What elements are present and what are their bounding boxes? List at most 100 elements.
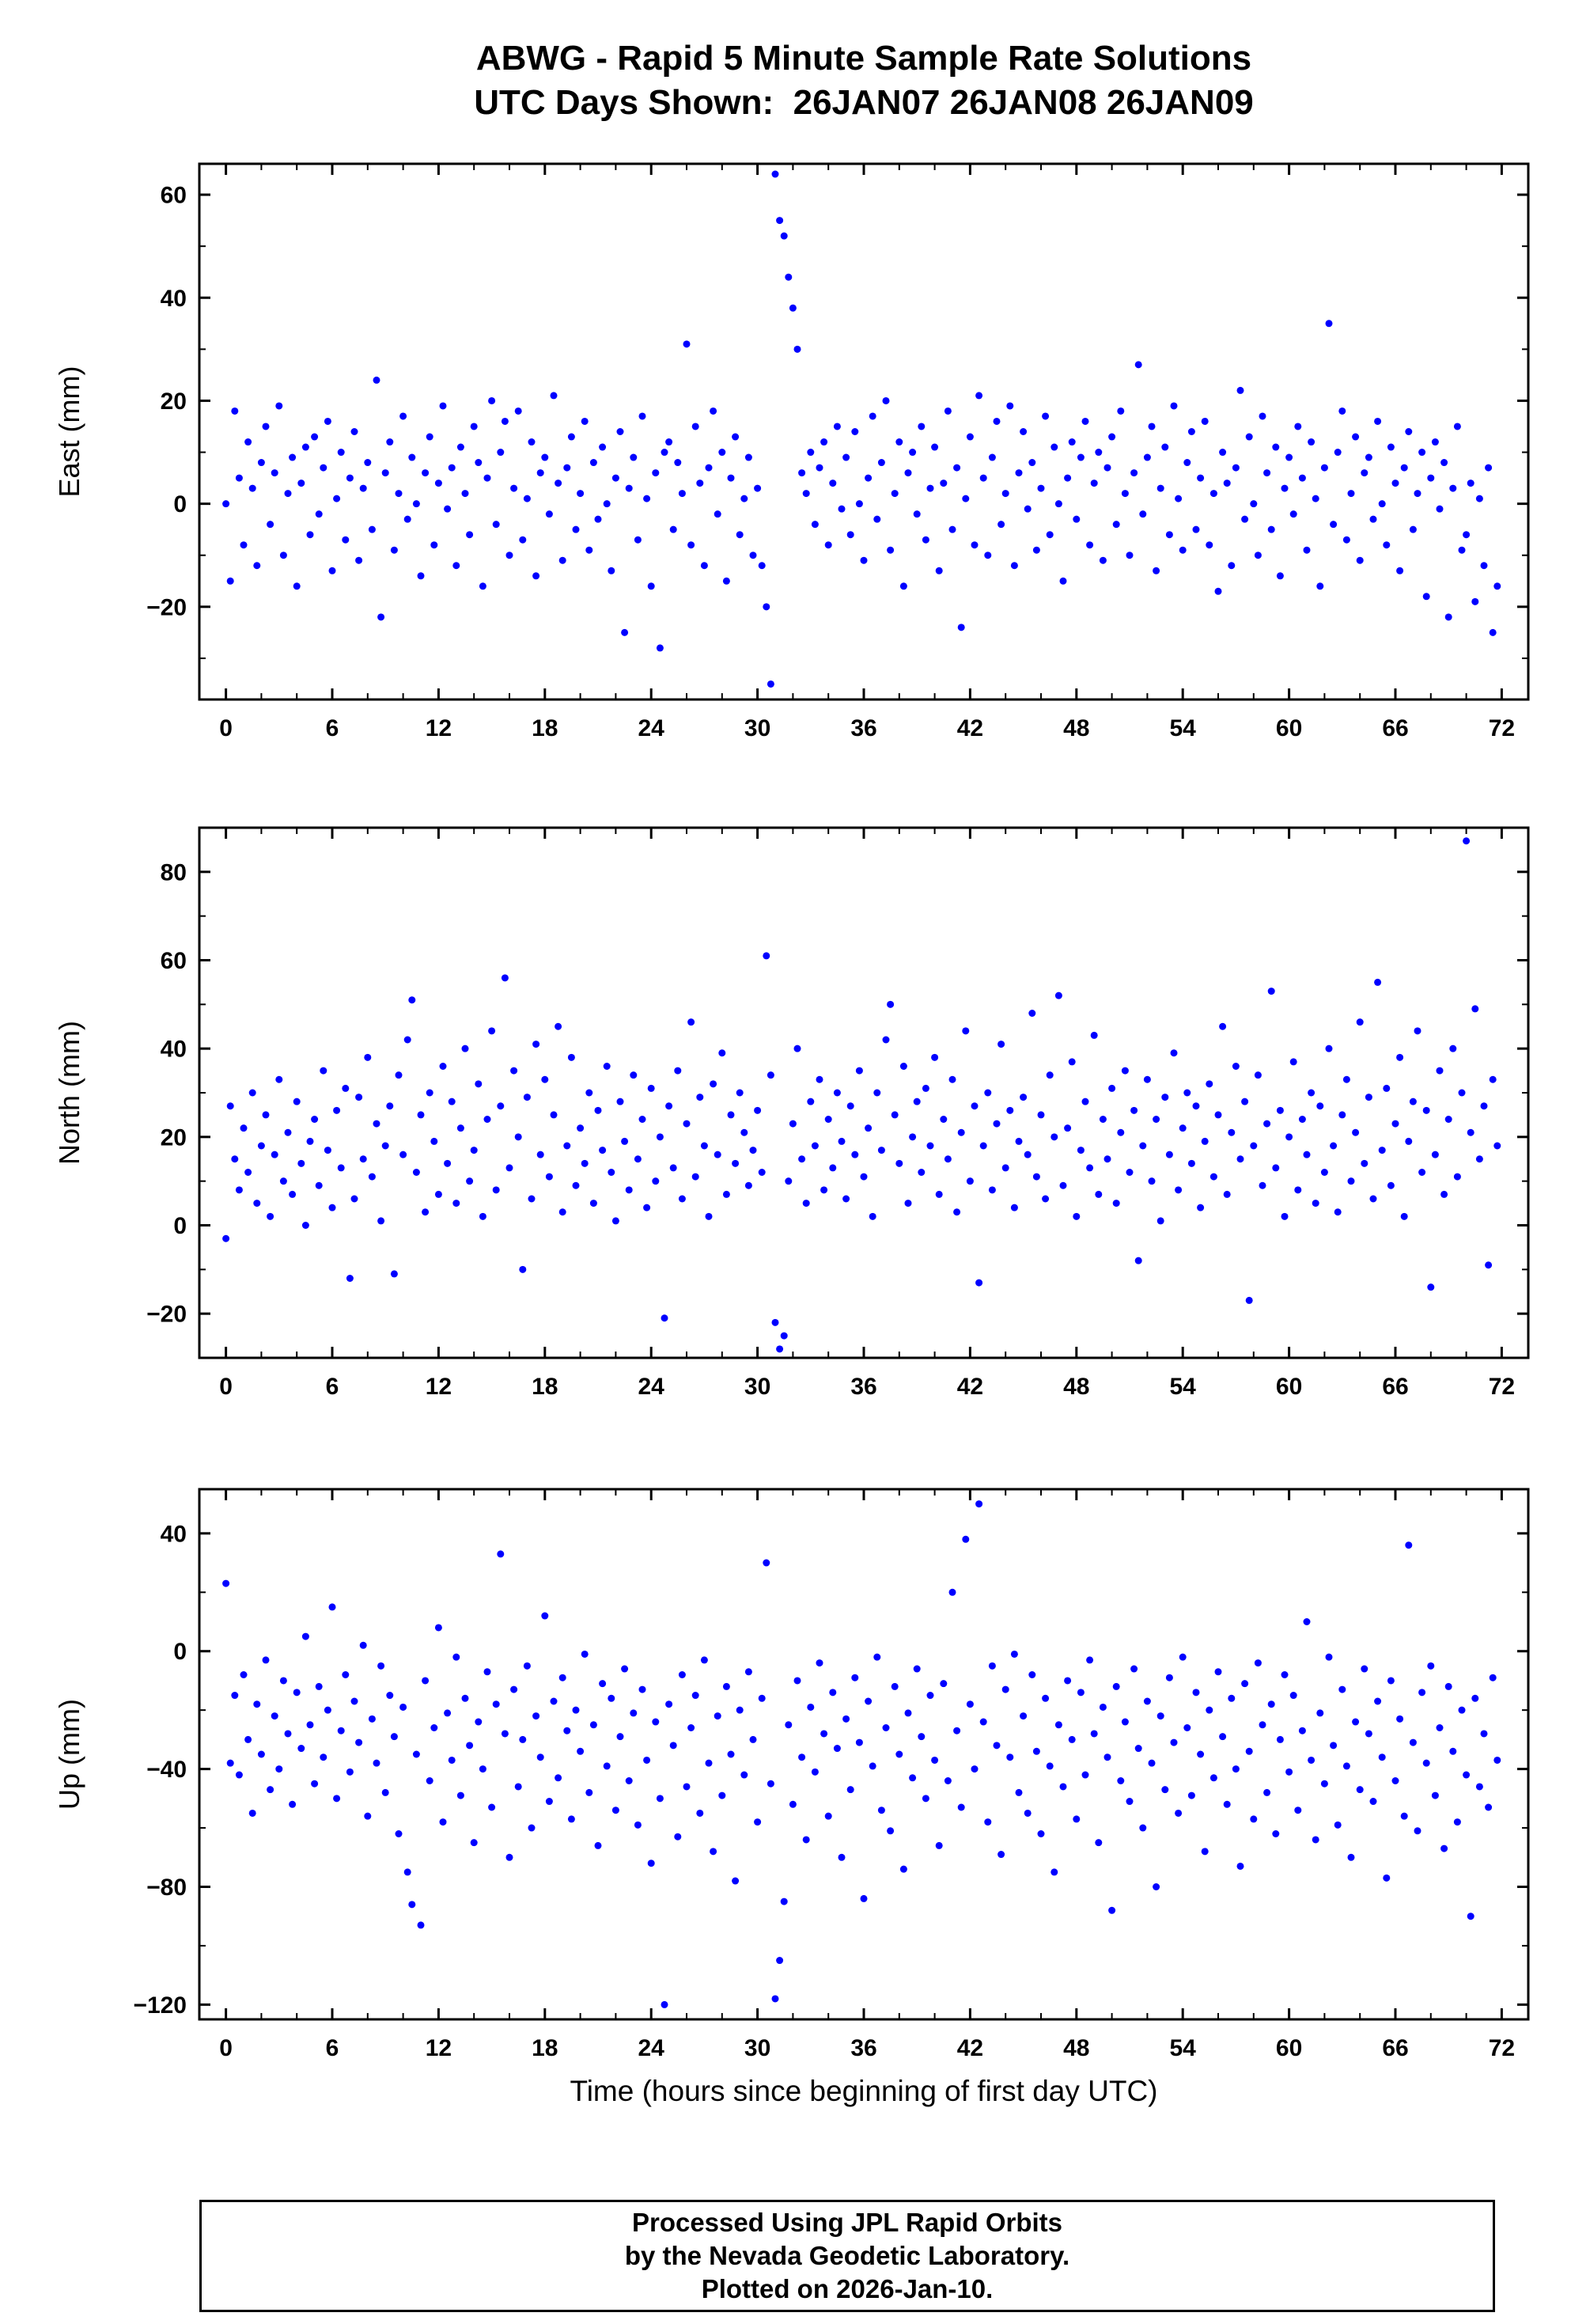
data-point <box>922 1795 929 1803</box>
data-point <box>311 1780 319 1788</box>
data-point <box>1068 1735 1076 1743</box>
data-point <box>514 1133 522 1141</box>
data-point <box>661 449 668 457</box>
data-point <box>1236 1862 1244 1870</box>
data-point <box>785 1721 793 1729</box>
data-point <box>279 1677 287 1685</box>
data-point <box>638 1116 646 1123</box>
data-point <box>1130 1106 1138 1114</box>
data-point <box>665 1102 673 1110</box>
data-point <box>1281 484 1289 492</box>
data-point <box>444 505 452 513</box>
data-point <box>1001 1164 1009 1172</box>
data-point <box>315 510 323 518</box>
data-point <box>851 1674 859 1681</box>
data-point <box>386 1102 394 1110</box>
data-point <box>1006 402 1014 410</box>
data-point <box>1294 1186 1302 1194</box>
data-point <box>1126 1798 1134 1806</box>
data-point <box>1396 1053 1404 1061</box>
data-point <box>1259 412 1266 420</box>
data-point <box>289 453 297 461</box>
data-point <box>1206 541 1213 549</box>
data-point <box>1356 1018 1364 1026</box>
data-point <box>1320 1169 1328 1176</box>
data-point <box>422 469 430 477</box>
data-point <box>798 469 806 477</box>
data-point <box>1254 1071 1262 1079</box>
panel-frame <box>198 826 1530 1359</box>
data-point <box>1458 1089 1466 1097</box>
data-point <box>1383 1084 1391 1092</box>
y-tick-label: 60 <box>161 183 187 209</box>
data-point <box>1458 546 1466 554</box>
data-point <box>1338 1685 1346 1693</box>
data-point <box>1444 613 1452 621</box>
data-point <box>1316 582 1324 590</box>
data-point <box>776 1345 784 1353</box>
data-point <box>430 1137 438 1145</box>
data-point <box>1396 567 1404 574</box>
data-point <box>1161 1786 1169 1794</box>
data-point <box>1086 1656 1094 1664</box>
data-point <box>1068 1058 1076 1066</box>
y-tick-label: 80 <box>161 859 187 885</box>
data-point <box>732 1877 740 1885</box>
data-point <box>519 1735 527 1743</box>
data-point <box>877 459 885 467</box>
data-point <box>1108 1084 1116 1092</box>
data-point <box>1303 546 1311 554</box>
data-point <box>687 1724 695 1731</box>
data-point <box>630 453 638 461</box>
data-point <box>887 1000 895 1008</box>
data-point <box>320 1753 327 1761</box>
data-point <box>594 1106 602 1114</box>
data-point <box>771 170 779 178</box>
x-tick-label: 24 <box>638 715 665 741</box>
data-point <box>1436 1724 1444 1731</box>
data-point <box>1108 433 1116 441</box>
data-point <box>1032 1747 1040 1755</box>
data-point <box>510 1685 518 1693</box>
data-point <box>705 1759 713 1767</box>
data-point <box>1281 1212 1289 1220</box>
y-axis-label-north: North (mm) <box>53 1021 85 1165</box>
data-point <box>483 1116 491 1123</box>
data-point <box>700 1142 708 1150</box>
data-point <box>1347 490 1355 498</box>
data-point <box>1440 1190 1448 1198</box>
data-point <box>244 1169 252 1176</box>
data-point <box>342 1671 350 1678</box>
y-tick-label: −120 <box>133 1992 187 2019</box>
data-point <box>1267 1700 1275 1708</box>
data-point <box>1121 490 1129 498</box>
data-point <box>399 1151 407 1158</box>
x-tick-label: 42 <box>957 715 983 741</box>
data-point <box>608 1694 615 1702</box>
x-tick-label: 6 <box>326 715 339 741</box>
panel-up: 0 6 12 18 24 30 36 42 48 54 60 66 72 −120 −80 −40 0 40 Up … <box>53 1488 1530 2061</box>
data-point <box>439 1063 447 1070</box>
data-point <box>829 1164 837 1172</box>
data-point <box>1099 556 1107 564</box>
data-point <box>1103 1753 1111 1761</box>
data-point <box>248 484 256 492</box>
data-point <box>1192 1689 1200 1697</box>
data-point <box>957 1803 965 1811</box>
data-point <box>966 1700 974 1708</box>
data-point <box>364 459 372 467</box>
data-point <box>785 1177 793 1185</box>
x-tick-label: 48 <box>1063 715 1089 741</box>
data-point <box>1153 1883 1160 1890</box>
data-point <box>1214 587 1222 595</box>
data-point <box>324 1706 331 1714</box>
data-point <box>510 1067 518 1075</box>
data-point <box>625 1186 633 1194</box>
data-point <box>722 1682 730 1690</box>
data-point <box>1325 1044 1333 1052</box>
data-point <box>909 1774 917 1782</box>
data-point <box>931 1756 939 1764</box>
data-point <box>1183 1724 1191 1731</box>
data-point <box>1405 1541 1413 1549</box>
data-point <box>691 1173 699 1181</box>
